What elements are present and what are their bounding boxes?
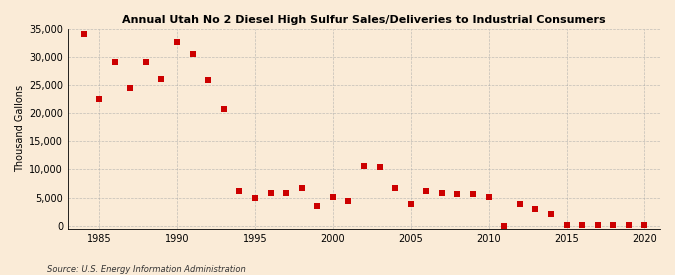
Point: [250, 196, 261, 200]
Point: [624, 223, 634, 227]
Point: [219, 107, 230, 111]
Point: [468, 191, 479, 196]
Title: Annual Utah No 2 Diesel High Sulfur Sales/Deliveries to Industrial Consumers: Annual Utah No 2 Diesel High Sulfur Sale…: [122, 15, 606, 25]
Point: [514, 202, 525, 206]
Point: [639, 223, 650, 227]
Point: [343, 199, 354, 203]
Point: [421, 189, 432, 193]
Point: [374, 164, 385, 169]
Point: [389, 186, 400, 190]
Point: [545, 212, 556, 216]
Point: [281, 190, 292, 195]
Point: [530, 207, 541, 212]
Point: [608, 223, 619, 227]
Point: [296, 186, 307, 190]
Point: [78, 32, 89, 36]
Point: [358, 164, 369, 168]
Point: [406, 202, 416, 206]
Text: Source: U.S. Energy Information Administration: Source: U.S. Energy Information Administ…: [47, 265, 246, 274]
Point: [592, 223, 603, 227]
Point: [452, 191, 463, 196]
Point: [156, 77, 167, 81]
Y-axis label: Thousand Gallons: Thousand Gallons: [15, 85, 25, 172]
Point: [125, 86, 136, 90]
Point: [327, 194, 338, 199]
Point: [109, 60, 120, 65]
Point: [140, 60, 151, 65]
Point: [94, 97, 105, 101]
Point: [234, 189, 245, 193]
Point: [202, 78, 213, 82]
Point: [265, 190, 276, 195]
Point: [483, 195, 494, 199]
Point: [171, 39, 182, 44]
Point: [437, 190, 448, 195]
Point: [499, 224, 510, 229]
Point: [312, 204, 323, 208]
Point: [561, 222, 572, 227]
Point: [576, 223, 587, 227]
Point: [187, 52, 198, 56]
